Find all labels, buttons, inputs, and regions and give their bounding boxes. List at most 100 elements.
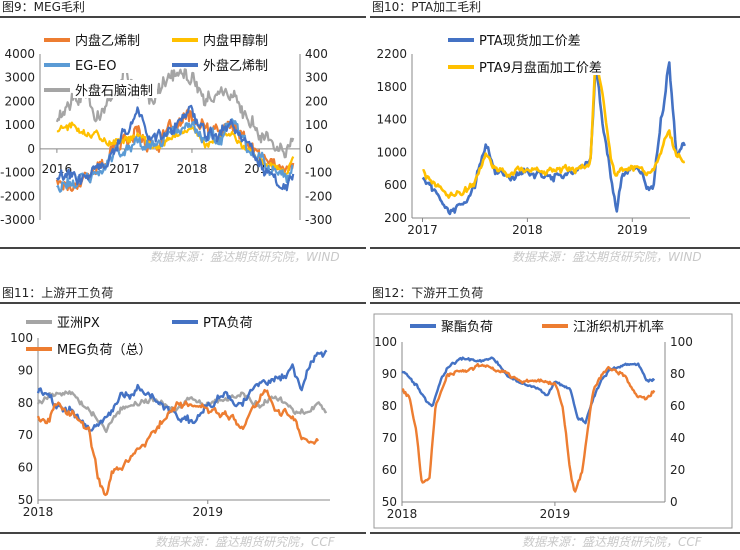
x-tick-label: 2018 xyxy=(387,507,418,521)
legend-label-bg xyxy=(55,339,165,357)
chart-source: 数据来源：盛达期货研究院，CCF xyxy=(155,535,335,549)
y-tick-label-right: 400 xyxy=(305,47,328,61)
chart-source: 数据来源：盛达期货研究院，WIND xyxy=(512,250,702,264)
chart-panel-downstream-load: 图12：下游开工负荷 100 90 80 70 60 50 100 80 60 40 20 0 2018… xyxy=(370,282,740,550)
legend-label: EG-EO xyxy=(75,59,116,74)
series-line xyxy=(55,64,295,159)
y-tick-label-left: 1000 xyxy=(376,145,407,159)
legend-label: 内盘甲醇制 xyxy=(203,33,268,49)
chart-svg: 100 90 80 70 60 50 100 80 60 40 20 0 2018 2019 聚酯负荷 江浙织… xyxy=(373,313,733,529)
chart-caption: 图11：上游开工负荷 xyxy=(2,286,114,300)
x-tick-label: 2019 xyxy=(617,223,648,237)
y-tick-label-left: 200 xyxy=(384,211,407,225)
x-tick-label: 2018 xyxy=(512,223,543,237)
y-tick-label-left: 90 xyxy=(18,363,33,377)
y-tick-label-left: 600 xyxy=(384,178,407,192)
y-tick-label-left: 70 xyxy=(382,431,397,445)
chart-panel-meg-margin: 图9：MEG毛利 4000 3000 2000 1000 0 -1000 -2000 -300… xyxy=(0,0,370,270)
y-tick-label-left: 50 xyxy=(18,493,33,507)
chart-source: 数据来源：盛达期货研究院，CCF xyxy=(522,535,702,549)
legend-label-bg xyxy=(73,55,144,73)
y-tick-label-left: 80 xyxy=(382,399,397,413)
y-tick-label-left: 3000 xyxy=(4,71,35,85)
y-tick-label-left: 4000 xyxy=(4,47,35,61)
series-line xyxy=(421,61,686,216)
y-tick-label-left: -3000 xyxy=(0,213,35,227)
y-tick-label-right: 80 xyxy=(670,367,685,381)
y-tick-label-right: 0 xyxy=(670,495,678,509)
x-tick-label: 2017 xyxy=(407,223,438,237)
legend-label-bg xyxy=(73,80,157,98)
y-tick-label-right: -100 xyxy=(305,166,332,180)
y-tick-label-right: -300 xyxy=(305,213,332,227)
series-line xyxy=(55,108,295,192)
series-line xyxy=(401,363,656,493)
y-tick-label-left: 1400 xyxy=(376,113,407,127)
y-tick-label-left: -1000 xyxy=(0,166,35,180)
source-divider xyxy=(0,532,366,534)
legend-label: 外盘石脑油制 xyxy=(75,83,153,99)
source-divider xyxy=(370,532,740,534)
chart-caption: 图12：下游开工负荷 xyxy=(372,286,484,300)
chart-caption: 图10：PTA加工毛利 xyxy=(372,0,482,14)
y-tick-label-right: 60 xyxy=(670,399,685,413)
y-tick-label-left: 100 xyxy=(374,335,397,349)
y-tick-label-left: 70 xyxy=(18,428,33,442)
y-tick-label-left: 0 xyxy=(27,142,35,156)
series-line xyxy=(401,356,656,425)
y-tick-label-left: 60 xyxy=(18,461,33,475)
legend-label-bg xyxy=(201,30,272,48)
legend-label-bg xyxy=(439,316,497,334)
legend-label: 外盘乙烯制 xyxy=(203,58,268,74)
y-tick-label-left: 60 xyxy=(382,463,397,477)
y-tick-label-right: -200 xyxy=(305,189,332,203)
y-tick-label-left: 90 xyxy=(382,367,397,381)
y-tick-label-right: 20 xyxy=(670,463,685,477)
y-tick-label-right: 200 xyxy=(305,94,328,108)
x-tick-label: 2019 xyxy=(540,507,571,521)
y-tick-label-left: -2000 xyxy=(0,189,35,203)
legend-label-bg xyxy=(201,312,272,330)
legend-label-bg xyxy=(55,312,113,330)
y-tick-label-right: 0 xyxy=(305,142,313,156)
x-tick-label: 2018 xyxy=(23,505,54,519)
y-tick-label-right: 40 xyxy=(670,431,685,445)
x-tick-label: 2018 xyxy=(177,162,208,176)
y-tick-label-left: 1000 xyxy=(4,118,35,132)
legend-label: PTA负荷 xyxy=(203,316,253,331)
y-tick-label-left: 2000 xyxy=(4,94,35,108)
legend-label: 聚酯负荷 xyxy=(441,320,493,335)
legend-label: 内盘乙烯制 xyxy=(75,33,140,49)
source-divider xyxy=(370,247,740,249)
source-divider xyxy=(0,247,366,249)
chart-source: 数据来源：盛达期货研究院，WIND xyxy=(150,250,340,264)
y-tick-label-right: 300 xyxy=(305,71,328,85)
series-line xyxy=(36,388,320,497)
y-tick-label-left: 1800 xyxy=(376,80,407,94)
series-line xyxy=(36,349,328,433)
legend-label: MEG负荷（总） xyxy=(57,343,152,358)
legend-label-bg xyxy=(73,30,144,48)
x-tick-label: 2016 xyxy=(42,162,73,176)
x-tick-label: 2019 xyxy=(192,505,223,519)
y-tick-label-left: 50 xyxy=(382,495,397,509)
y-tick-label-left: 2200 xyxy=(376,47,407,61)
legend-label-bg xyxy=(571,316,668,334)
legend-label: PTA9月盘面加工价差 xyxy=(479,60,602,76)
legend-label-bg xyxy=(477,30,600,48)
chart-svg: 40003000200010000-1000-2000-300040030020… xyxy=(0,30,332,227)
caption-divider xyxy=(0,302,366,304)
plot-frame xyxy=(373,313,733,529)
x-tick-label: 2017 xyxy=(109,162,140,176)
caption-divider xyxy=(370,16,740,18)
legend-label: PTA现货加工价差 xyxy=(479,33,581,49)
y-tick-label-left: 80 xyxy=(18,396,33,410)
legend-label: 亚洲PX xyxy=(57,316,100,331)
chart-panel-pta-margin: 图10：PTA加工毛利 2200 1800 1400 1000 600 200 2017 20… xyxy=(370,0,740,270)
y-tick-label-right: 100 xyxy=(305,118,328,132)
series-line xyxy=(422,58,686,199)
y-tick-label-right: 100 xyxy=(670,335,693,349)
caption-divider xyxy=(370,302,740,304)
